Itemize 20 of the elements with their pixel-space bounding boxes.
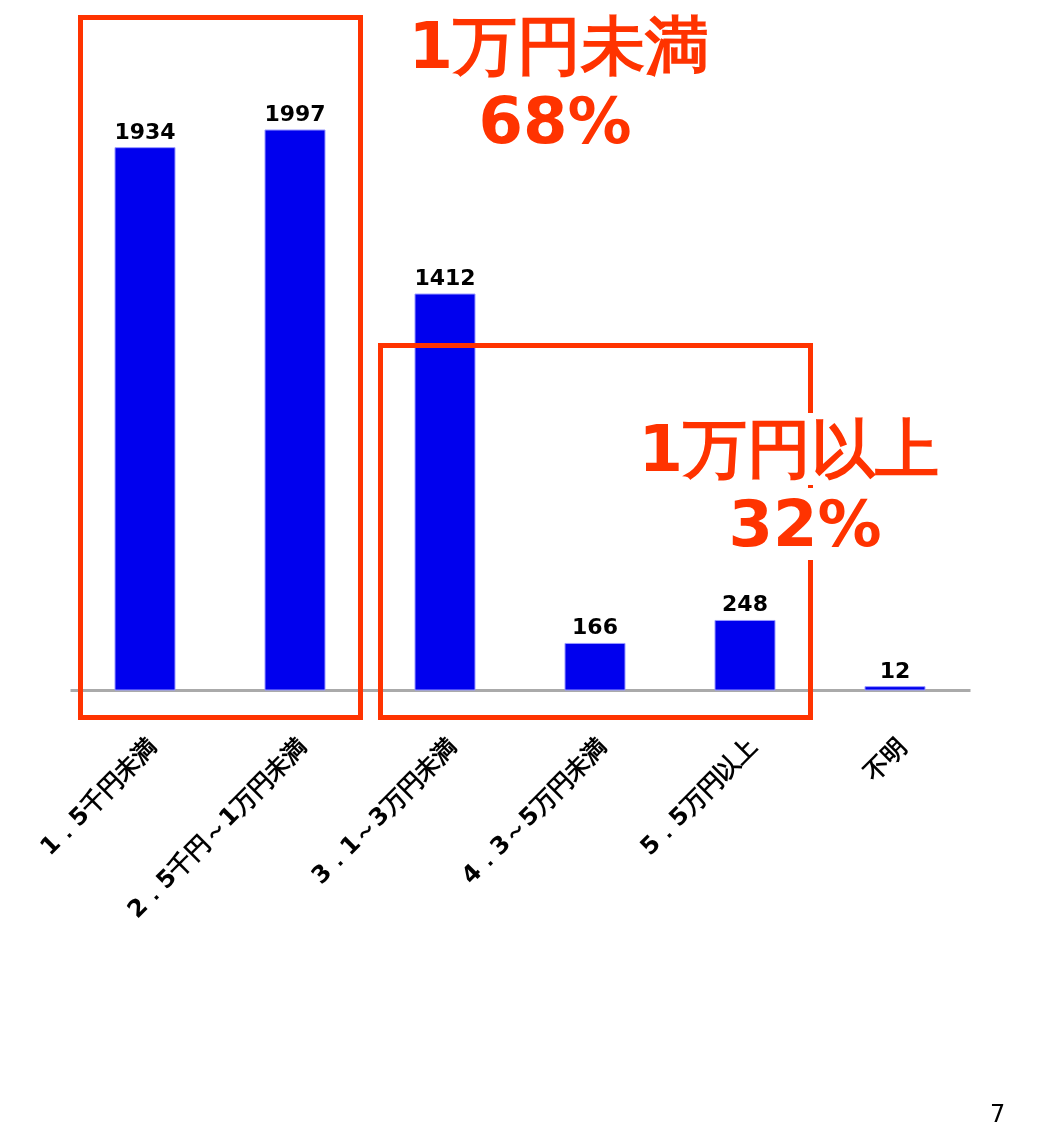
data-label: 12: [879, 657, 911, 683]
data-label: 1997: [264, 101, 326, 126]
x-tick-label: 1．5千円未満: [34, 732, 163, 861]
annotation: 32%: [722, 486, 888, 561]
bar: [564, 642, 626, 691]
bar: [864, 686, 926, 691]
bar: [114, 147, 176, 691]
x-tick-label: 不明: [858, 732, 913, 787]
text: 1万円未満: [402, 9, 716, 83]
annotation: 68%: [472, 84, 638, 158]
data-label: 248: [722, 591, 768, 617]
data-label: 1934: [114, 118, 176, 144]
data-label: 1412: [414, 265, 476, 291]
bar: [714, 619, 776, 691]
bar: [264, 129, 326, 691]
bar: [414, 293, 476, 691]
x-tick-label: 5．5万円以上: [634, 732, 763, 861]
annotation: 1万円以上: [632, 411, 946, 486]
text: 7: [990, 1100, 1006, 1128]
data-label: 166: [572, 614, 618, 640]
